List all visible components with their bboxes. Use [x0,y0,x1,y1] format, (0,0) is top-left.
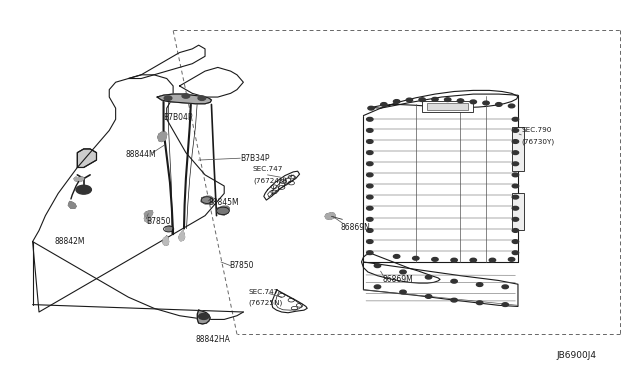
Circle shape [367,195,373,199]
Text: (76725N): (76725N) [248,299,283,306]
Text: 88844M: 88844M [125,150,156,159]
Circle shape [419,98,426,102]
Text: SEC.747: SEC.747 [253,166,284,172]
Circle shape [198,96,205,100]
Circle shape [394,100,400,103]
Circle shape [374,285,381,289]
Bar [422,101,473,112]
Bar [511,127,524,171]
Circle shape [512,240,518,243]
Circle shape [508,104,515,108]
Text: (76730Y): (76730Y) [521,138,554,145]
Bar [428,103,468,110]
Text: B7850: B7850 [229,261,254,270]
Circle shape [512,162,518,166]
Text: B7B04P: B7B04P [164,113,193,122]
Circle shape [512,129,518,132]
Text: JB6900J4: JB6900J4 [556,351,596,360]
Circle shape [367,184,373,188]
Polygon shape [145,211,153,217]
Polygon shape [157,94,211,104]
Text: SEC.747: SEC.747 [248,289,279,295]
Bar [511,193,524,231]
Circle shape [512,251,518,254]
Circle shape [458,99,464,103]
Circle shape [367,162,373,166]
Circle shape [476,283,483,286]
Circle shape [495,103,502,106]
Circle shape [400,270,406,274]
Circle shape [512,218,518,221]
Polygon shape [179,231,184,241]
Circle shape [368,106,374,110]
Circle shape [374,264,381,267]
Circle shape [476,301,483,305]
Circle shape [367,118,373,121]
Circle shape [512,184,518,188]
Circle shape [512,206,518,210]
Text: 88842HA: 88842HA [195,335,230,344]
Circle shape [451,279,458,283]
Circle shape [367,251,373,254]
Circle shape [489,258,495,262]
Circle shape [508,257,515,261]
Polygon shape [166,226,172,231]
Circle shape [367,140,373,143]
Polygon shape [197,310,210,324]
Circle shape [164,96,172,100]
Circle shape [381,103,387,106]
Circle shape [470,258,476,262]
Circle shape [367,240,373,243]
Polygon shape [158,132,167,141]
Circle shape [432,257,438,261]
Polygon shape [163,236,169,245]
Circle shape [198,314,209,320]
Circle shape [400,290,406,294]
Polygon shape [325,213,335,219]
Text: 88842M: 88842M [55,237,86,246]
Text: 86869M: 86869M [383,275,413,284]
Text: 88845M: 88845M [208,198,239,207]
Polygon shape [216,206,229,215]
Circle shape [426,275,432,279]
Circle shape [426,295,432,298]
Circle shape [406,98,413,102]
Circle shape [483,101,489,105]
Polygon shape [74,177,84,182]
Text: B7B34P: B7B34P [240,154,269,163]
Circle shape [512,151,518,154]
Circle shape [367,129,373,132]
Circle shape [512,140,518,143]
Circle shape [445,98,451,102]
Circle shape [394,254,400,258]
Text: B7850: B7850 [147,217,171,226]
Circle shape [512,118,518,121]
Circle shape [182,94,189,98]
Text: (76724N): (76724N) [253,177,287,184]
Circle shape [512,195,518,199]
Text: SEC.790: SEC.790 [521,127,552,134]
Circle shape [413,256,419,260]
Circle shape [367,218,373,221]
Polygon shape [77,149,97,167]
Circle shape [76,185,92,194]
Circle shape [367,206,373,210]
Circle shape [470,100,476,104]
Circle shape [451,258,458,262]
Circle shape [512,229,518,232]
Circle shape [367,173,373,177]
Circle shape [502,285,508,289]
Text: 86869N: 86869N [340,223,371,232]
Polygon shape [68,202,76,208]
Circle shape [367,151,373,154]
Circle shape [512,173,518,177]
Polygon shape [201,196,212,204]
Circle shape [432,97,438,101]
Circle shape [367,229,373,232]
Circle shape [502,303,508,307]
Polygon shape [145,217,151,222]
Circle shape [451,298,458,302]
